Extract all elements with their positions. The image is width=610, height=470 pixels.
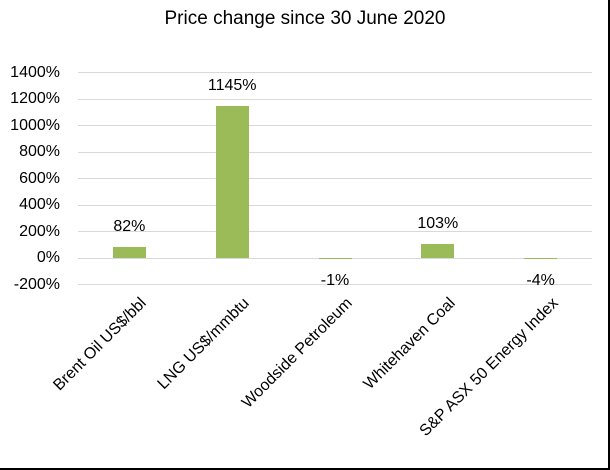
- x-axis-category-label: LNG US$/mmbtu: [154, 294, 253, 393]
- gridline: [78, 284, 592, 285]
- y-axis-tick-label: 800%: [19, 143, 60, 160]
- gridline: [78, 98, 592, 100]
- data-label: -1%: [320, 272, 350, 289]
- y-axis-tick-label: 0%: [36, 249, 60, 266]
- data-label: 103%: [417, 215, 459, 233]
- y-axis-tick-label: 600%: [19, 169, 60, 187]
- bar: [421, 244, 455, 258]
- bar: [524, 258, 558, 259]
- bar: [112, 247, 146, 258]
- y-axis-tick-label: 400%: [19, 196, 60, 213]
- chart-title: Price change since 30 June 2020: [164, 8, 446, 29]
- y-axis-tick-label: 200%: [19, 222, 60, 240]
- data-label: -4%: [526, 272, 555, 289]
- y-axis-tick-label: 1200%: [10, 90, 60, 107]
- gridline: [78, 151, 592, 153]
- x-axis-category-label: Woodside Petroleum: [238, 294, 356, 412]
- gridline: [78, 125, 592, 126]
- x-axis-category-label: Brent Oil US$/bbl: [50, 294, 151, 395]
- gridline: [78, 178, 592, 179]
- gridline: [78, 231, 592, 232]
- data-label: 82%: [113, 218, 146, 236]
- x-axis-category-label: Whitehaven Coal: [360, 294, 459, 393]
- y-axis-tick-label: 1000%: [10, 116, 60, 134]
- gridline: [78, 72, 592, 73]
- x-axis-category-label: S&P ASX 50 Energy Index: [416, 294, 562, 440]
- y-axis-tick-label: 1400%: [10, 63, 60, 81]
- bar: [215, 106, 249, 258]
- y-axis-tick-label: -200%: [13, 275, 60, 293]
- gridline: [78, 204, 592, 206]
- data-label: 1145%: [207, 77, 257, 95]
